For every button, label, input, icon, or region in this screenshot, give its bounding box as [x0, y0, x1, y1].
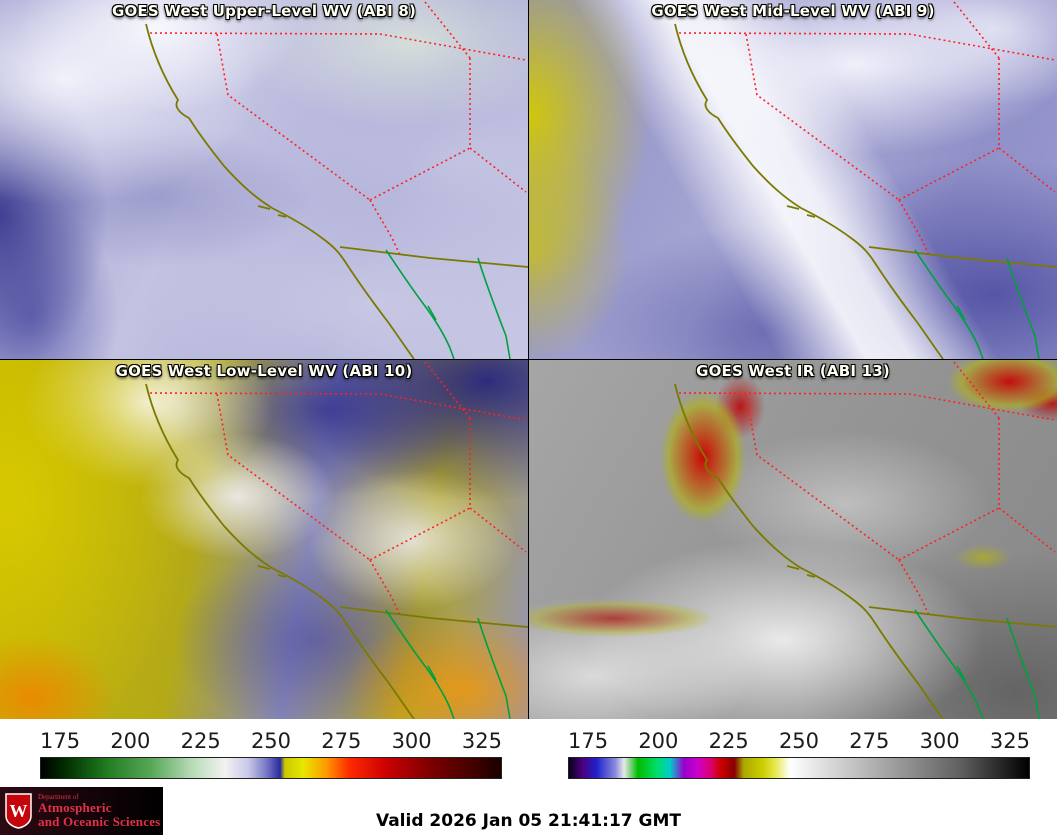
- valid-timestamp: Valid 2026 Jan 05 21:41:17 GMT: [375, 811, 682, 831]
- satellite-imagery-abi8: [0, 0, 528, 359]
- uw-crest-icon: W: [5, 793, 32, 829]
- map-overlay: [674, 361, 1057, 719]
- logo-line-2: and Oceanic Sciences: [38, 813, 161, 829]
- footer: W Department of Atmospheric and Oceanic …: [0, 787, 1057, 836]
- tick-label: 275: [321, 729, 362, 753]
- panel-low-level-wv: GOES West Low-Level WV (ABI 10): [0, 360, 528, 719]
- tick-label: 250: [778, 729, 820, 753]
- tick-label: 225: [708, 729, 749, 753]
- panel-upper-level-wv: GOES West Upper-Level WV (ABI 8): [0, 0, 528, 359]
- tick-label: 225: [180, 729, 221, 753]
- tick-label: 200: [110, 729, 151, 753]
- panel-title-abi9: GOES West Mid-Level WV (ABI 9): [651, 2, 935, 20]
- panel-title-abi8: GOES West Upper-Level WV (ABI 8): [111, 2, 417, 20]
- logo-dept-line: Department of: [38, 792, 79, 801]
- logo-line-1: Atmospheric: [38, 800, 112, 816]
- satellite-imagery-abi9: [529, 0, 1057, 359]
- uw-aos-logo: W Department of Atmospheric and Oceanic …: [0, 787, 163, 835]
- colorbar-bar-ir: [568, 757, 1030, 779]
- satellite-imagery-abi10: [0, 360, 528, 719]
- colorbar-wv: 175 200 225 250 275 300 325: [0, 719, 528, 787]
- panel-title-abi13: GOES West IR (ABI 13): [696, 362, 890, 380]
- tick-label: 250: [250, 729, 292, 753]
- colorbar-bar-wv: [40, 757, 502, 779]
- tick-label: 275: [849, 729, 890, 753]
- map-overlay: [145, 361, 528, 719]
- tick-label: 200: [638, 729, 679, 753]
- colorbar-strip: 175 200 225 250 275 300 325 175 200 225 …: [0, 719, 1057, 787]
- tick-label: 300: [391, 729, 432, 753]
- colorbar-ir: 175 200 225 250 275 300 325: [528, 719, 1056, 787]
- tick-label: 325: [461, 729, 502, 753]
- panel-title-abi10: GOES West Low-Level WV (ABI 10): [115, 362, 413, 380]
- satellite-imagery-abi13: [529, 360, 1057, 719]
- tick-label: 300: [919, 729, 960, 753]
- tick-label: 175: [40, 729, 81, 753]
- logo-text: Department of Atmospheric and Oceanic Sc…: [38, 792, 161, 829]
- tick-label: 175: [568, 729, 609, 753]
- tick-label: 325: [989, 729, 1030, 753]
- quad-panel-grid: GOES West Upper-Level WV (ABI 8) GOES We…: [0, 0, 1057, 719]
- map-overlay: [674, 1, 1057, 359]
- crest-letter: W: [10, 801, 28, 821]
- panel-ir: GOES West IR (ABI 13): [529, 360, 1057, 719]
- colorbar-ir-ticks: 175 200 225 250 275 300 325: [568, 725, 1030, 753]
- colorbar-wv-ticks: 175 200 225 250 275 300 325: [40, 725, 502, 753]
- panel-mid-level-wv: GOES West Mid-Level WV (ABI 9): [529, 0, 1057, 359]
- map-overlay: [145, 1, 528, 359]
